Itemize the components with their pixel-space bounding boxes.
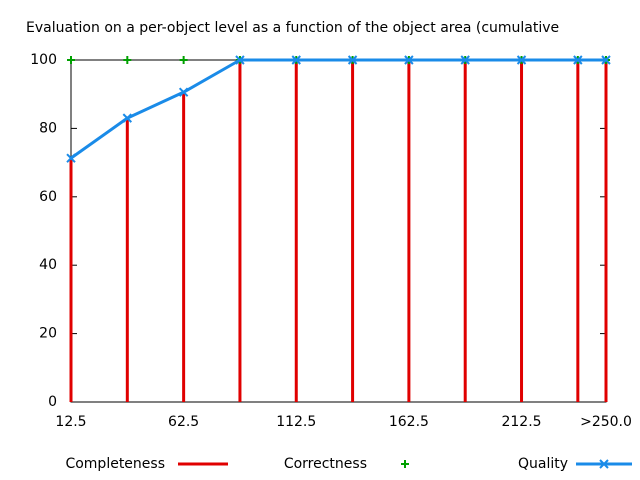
legend-marker: [401, 460, 409, 468]
legend-marker: [599, 459, 609, 469]
x-tick-label: 162.5: [389, 414, 429, 430]
chart-title: Evaluation on a per-object level as a fu…: [26, 20, 559, 36]
point: [66, 153, 76, 163]
point: [573, 55, 583, 65]
legend-label: Correctness: [284, 456, 367, 472]
point: [123, 56, 132, 64]
point: [347, 55, 358, 65]
x-tick-label: 12.5: [55, 414, 86, 430]
point: [291, 55, 301, 65]
y-tick-label: 80: [39, 120, 57, 136]
point: [178, 87, 189, 97]
y-tick-label: 20: [39, 326, 57, 342]
x-tick-label: 112.5: [276, 414, 316, 430]
y-tick-label: 40: [39, 257, 57, 273]
point: [67, 56, 75, 64]
y-tick-label: 60: [39, 189, 57, 205]
y-tick-label: 100: [30, 52, 57, 68]
legend-label: Completeness: [65, 456, 165, 472]
x-tick-label: 62.5: [168, 414, 199, 430]
point: [404, 55, 414, 65]
point: [122, 113, 133, 123]
point: [235, 55, 245, 65]
point: [179, 56, 188, 64]
legend-label: Quality: [518, 456, 568, 472]
y-tick-label: 0: [48, 394, 57, 410]
point: [516, 55, 527, 65]
x-tick-label: 212.5: [501, 414, 541, 430]
point: [601, 55, 611, 65]
point: [460, 55, 470, 65]
x-tick-label: >250.0: [580, 414, 632, 430]
